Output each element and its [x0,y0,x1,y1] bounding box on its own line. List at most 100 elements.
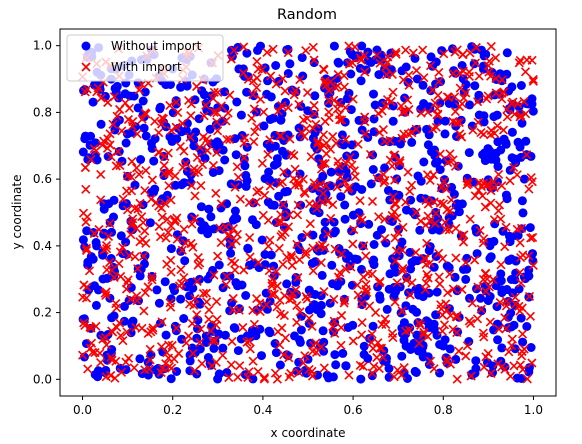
point-with-import [380,175,390,186]
point-with-import [137,323,147,333]
point-with-import [249,104,259,114]
point-without-import [116,231,126,241]
point-with-import [109,92,119,102]
point-with-import [132,223,142,234]
point-with-import [202,145,212,156]
point-with-import [249,319,259,329]
point-with-import [307,366,317,376]
point-with-import [132,129,142,139]
point-with-import [130,252,140,262]
point-with-import [170,216,180,227]
point-with-import [434,76,444,86]
point-without-import [285,59,295,69]
point-with-import [339,298,349,308]
point-without-import [166,374,176,384]
point-without-import [171,180,180,190]
point-without-import [209,343,219,353]
point-with-import [166,195,176,205]
point-with-import [227,239,237,249]
point-without-import [472,249,482,259]
point-with-import [117,126,127,136]
point-with-import [232,229,242,239]
point-with-import [390,199,401,209]
point-with-import [228,293,238,304]
point-with-import [294,368,304,378]
point-with-import [292,210,303,220]
point-with-import [459,93,469,103]
point-without-import [107,313,117,323]
point-with-import [247,113,257,123]
point-with-import [336,340,346,350]
point-with-import [143,328,153,338]
point-with-import [179,224,189,234]
point-with-import [317,240,327,250]
point-without-import [297,233,307,242]
point-with-import [329,316,339,326]
point-with-import [387,328,397,338]
point-with-import [401,45,411,55]
point-with-import [448,324,458,334]
point-with-import [379,178,389,188]
point-with-import [78,350,88,360]
point-with-import [519,96,529,107]
point-with-import [395,156,405,166]
point-with-import [292,176,302,186]
point-without-import [135,271,145,281]
point-with-import [251,197,261,207]
point-without-import [334,58,344,68]
point-with-import [252,56,262,66]
point-without-import [180,256,190,266]
plot-area [59,28,557,397]
point-with-import [313,136,323,146]
point-with-import [392,365,403,375]
point-with-import [184,95,194,105]
point-with-import [134,85,144,95]
point-with-import [326,213,336,223]
point-with-import [478,178,489,188]
point-with-import [133,264,143,274]
point-without-import [401,301,411,311]
x-tick-label: 0.8 [434,403,453,417]
point-without-import [337,130,347,140]
point-with-import [176,278,187,289]
point-with-import [280,333,291,343]
point-with-import [397,306,407,316]
point-without-import [470,81,480,91]
point-with-import [479,362,489,372]
point-with-import [301,250,311,260]
point-without-import [440,116,450,126]
point-with-import [193,260,203,270]
point-with-import [144,364,154,374]
point-with-import [252,73,262,83]
point-with-import [308,42,318,52]
point-with-import [147,275,157,285]
point-with-import [91,146,101,156]
point-with-import [212,148,222,158]
point-with-import [355,196,365,206]
point-with-import [244,367,254,377]
point-with-import [268,44,278,54]
point-with-import [507,341,517,351]
point-without-import [419,99,429,108]
point-with-import [230,182,240,192]
point-with-import [323,196,333,206]
point-with-import [391,246,401,256]
point-with-import [328,321,338,332]
point-without-import [416,176,426,186]
point-without-import [373,282,383,292]
point-with-import [369,361,379,371]
point-without-import [179,314,189,323]
point-with-import [436,183,446,193]
point-with-import [517,346,527,357]
point-with-import [500,313,510,323]
point-without-import [257,351,266,361]
point-with-import [164,181,174,191]
point-with-import [423,199,433,209]
point-without-import [503,296,513,306]
x-tick-label: 0.6 [344,403,363,417]
point-without-import [185,291,194,301]
point-without-import [316,309,326,319]
point-without-import [342,172,352,182]
point-with-import [400,197,411,207]
point-with-import [360,67,370,77]
